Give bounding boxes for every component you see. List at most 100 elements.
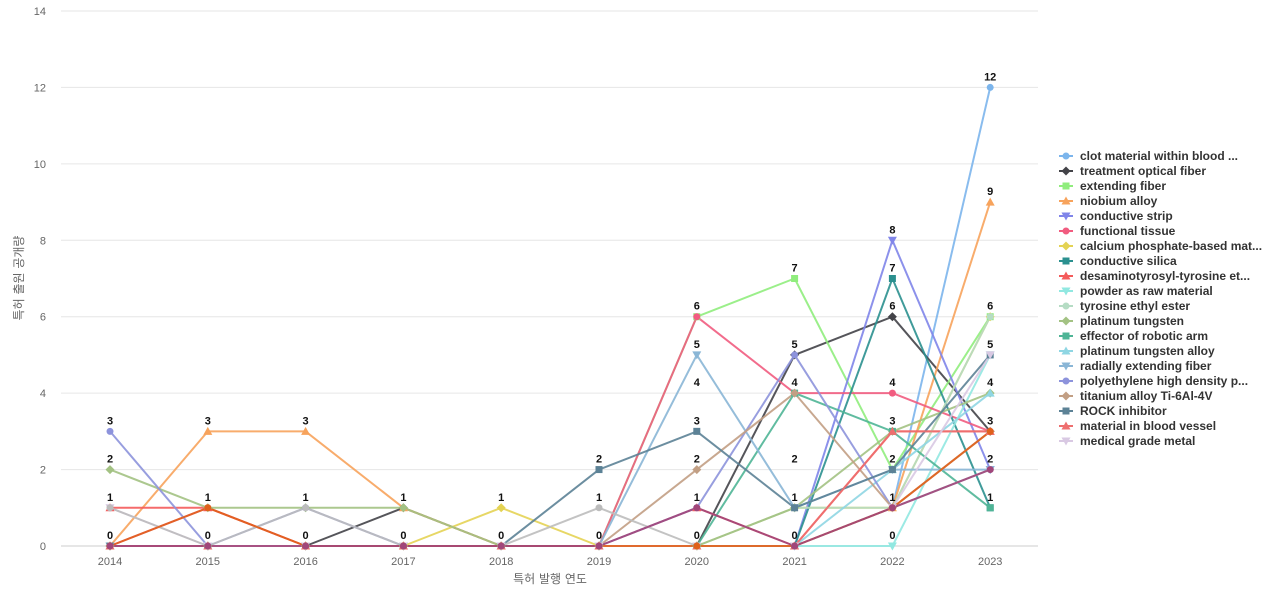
- legend-label: platinum tungsten alloy: [1080, 344, 1215, 358]
- legend-swatch-marker: [1062, 257, 1070, 265]
- legend-item[interactable]: functional tissue: [1059, 224, 1176, 238]
- y-tick-label: 6: [40, 312, 46, 324]
- series-23-point: [106, 542, 114, 550]
- data-label: 2: [792, 454, 798, 466]
- legend-item[interactable]: tyrosine ethyl ester: [1059, 299, 1190, 313]
- legend-item[interactable]: treatment optical fiber: [1059, 164, 1206, 178]
- series-line-18[interactable]: [110, 354, 991, 547]
- legend-swatch-marker: [1061, 212, 1071, 221]
- legend-label: polyethylene high density p...: [1080, 374, 1248, 388]
- data-label: 4: [987, 377, 994, 389]
- series-line-9[interactable]: [110, 430, 991, 547]
- legend-label: calcium phosphate-based mat...: [1080, 239, 1262, 253]
- data-label: 0: [694, 530, 700, 542]
- y-tick-label: 10: [34, 159, 46, 171]
- series-14-point: [985, 388, 995, 397]
- x-tick-label: 2015: [196, 556, 220, 568]
- data-label: 1: [107, 492, 113, 504]
- data-label: 4: [889, 377, 896, 389]
- data-label: 1: [498, 492, 504, 504]
- series-23-point: [693, 504, 701, 512]
- legend-swatch-marker: [1061, 241, 1071, 251]
- series-16-point: [106, 427, 114, 435]
- x-tick-label: 2016: [293, 556, 317, 568]
- legend-item[interactable]: polyethylene high density p...: [1059, 374, 1248, 388]
- data-label: 6: [987, 301, 993, 313]
- legend-item[interactable]: medical grade metal: [1059, 434, 1195, 448]
- data-label: 1: [400, 492, 406, 504]
- x-tick-label: 2014: [98, 556, 122, 568]
- legend-item[interactable]: ROCK inhibitor: [1059, 404, 1167, 418]
- series-23-point: [497, 542, 505, 550]
- series-line-3[interactable]: [110, 277, 992, 547]
- legend-swatch-marker: [1061, 196, 1071, 205]
- x-tick-label: 2019: [587, 556, 611, 568]
- series-line-20[interactable]: [109, 354, 992, 547]
- series-6-point: [888, 389, 896, 397]
- legend-item[interactable]: extending fiber: [1059, 179, 1166, 193]
- legend-swatch-marker: [1062, 377, 1070, 385]
- legend-item[interactable]: clot material within blood ...: [1059, 149, 1238, 163]
- legend-label: conductive strip: [1080, 209, 1173, 223]
- series-line-19[interactable]: [110, 430, 991, 547]
- series-13-point: [986, 504, 994, 512]
- series-4-point: [203, 426, 213, 435]
- data-label: 1: [303, 492, 309, 504]
- data-label: 7: [889, 263, 895, 275]
- legend-label: effector of robotic arm: [1080, 329, 1208, 343]
- legend-swatch-marker: [1061, 166, 1071, 176]
- data-label: 4: [694, 377, 701, 389]
- data-label: 9: [987, 186, 993, 198]
- series-line-16[interactable]: [109, 353, 991, 547]
- series-18-point: [693, 427, 701, 435]
- series-5-point: [887, 236, 897, 245]
- legend-label: niobium alloy: [1080, 194, 1158, 208]
- y-tick-label: 0: [40, 541, 46, 553]
- legend-item[interactable]: radially extending fiber: [1059, 359, 1212, 373]
- legend[interactable]: clot material within blood ...treatment …: [1059, 149, 1262, 448]
- series-line-15[interactable]: [110, 353, 991, 547]
- legend-item[interactable]: platinum tungsten alloy: [1059, 344, 1215, 358]
- data-label: 6: [694, 301, 700, 313]
- x-tick-label: 2020: [685, 556, 709, 568]
- series-23-point: [302, 542, 310, 550]
- data-label: 2: [987, 454, 993, 466]
- legend-item[interactable]: desaminotyrosyl-tyrosine et...: [1059, 269, 1250, 283]
- series-11-point: [986, 313, 994, 321]
- data-label: 4: [792, 377, 799, 389]
- data-label: 3: [694, 415, 700, 427]
- legend-item[interactable]: powder as raw material: [1059, 284, 1213, 298]
- x-tick-label: 2017: [391, 556, 415, 568]
- series-line-10[interactable]: [110, 354, 992, 547]
- data-label: 3: [107, 415, 113, 427]
- legend-item[interactable]: conductive silica: [1059, 254, 1177, 268]
- data-label: 5: [987, 339, 993, 351]
- x-tick-label: 2022: [880, 556, 904, 568]
- data-label: 8: [889, 224, 895, 236]
- legend-item[interactable]: effector of robotic arm: [1059, 329, 1208, 343]
- data-label: 3: [987, 415, 993, 427]
- series-23-point: [888, 504, 896, 512]
- series-line-23[interactable]: [110, 468, 991, 547]
- series-23-point: [204, 542, 212, 550]
- series-16-point: [791, 351, 799, 359]
- legend-item[interactable]: niobium alloy: [1059, 194, 1158, 208]
- x-axis-title: 특허 발행 연도: [513, 571, 587, 586]
- series-line-22[interactable]: [109, 430, 991, 547]
- legend-label: conductive silica: [1080, 254, 1177, 268]
- series-22-point: [693, 542, 701, 550]
- data-label: 1: [889, 492, 895, 504]
- legend-item[interactable]: conductive strip: [1059, 209, 1173, 223]
- legend-item[interactable]: titanium alloy Ti-6Al-4V: [1059, 389, 1212, 403]
- data-labels: 3210310310101021065432107542108764321012…: [107, 71, 996, 542]
- data-label: 7: [792, 263, 798, 275]
- data-label: 0: [400, 530, 406, 542]
- legend-item[interactable]: calcium phosphate-based mat...: [1059, 239, 1262, 253]
- legend-label: radially extending fiber: [1080, 359, 1212, 373]
- legend-item[interactable]: material in blood vessel: [1059, 419, 1216, 433]
- series-line-8[interactable]: [110, 277, 992, 547]
- legend-item[interactable]: platinum tungsten: [1059, 314, 1184, 328]
- data-label: 3: [303, 415, 309, 427]
